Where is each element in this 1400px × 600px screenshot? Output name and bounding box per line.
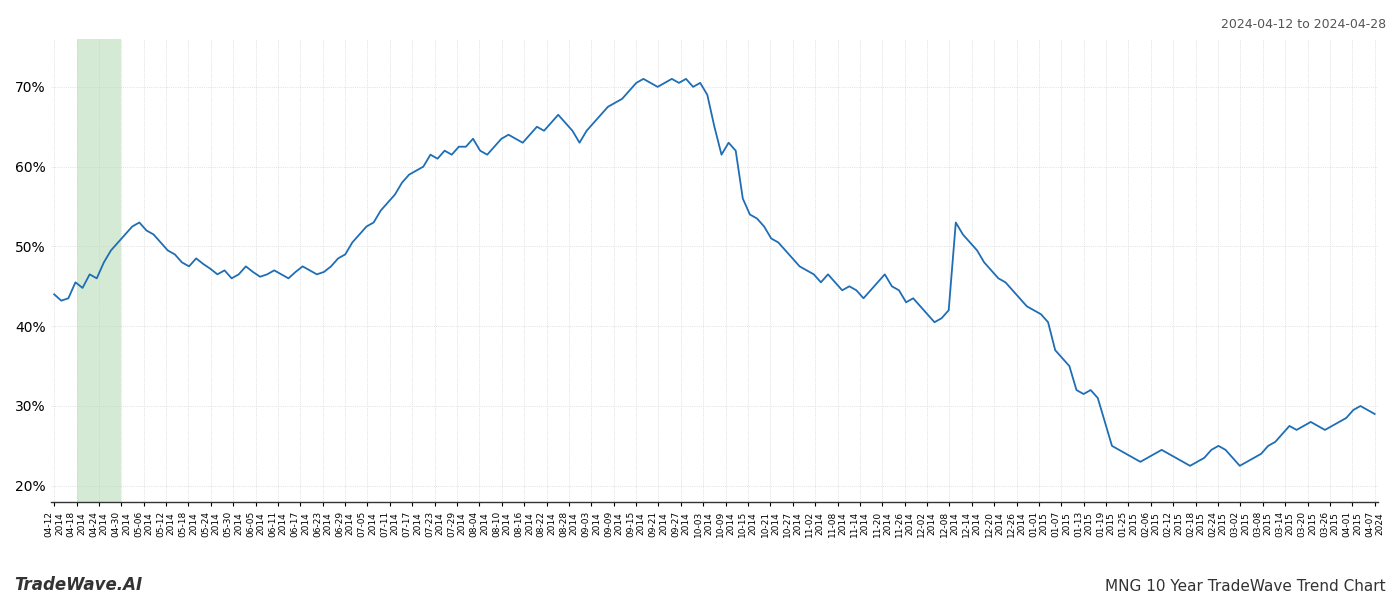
Text: MNG 10 Year TradeWave Trend Chart: MNG 10 Year TradeWave Trend Chart	[1106, 579, 1386, 594]
Text: TradeWave.AI: TradeWave.AI	[14, 576, 143, 594]
Bar	[77, 39, 122, 502]
Text: 2024-04-12 to 2024-04-28: 2024-04-12 to 2024-04-28	[1221, 18, 1386, 31]
